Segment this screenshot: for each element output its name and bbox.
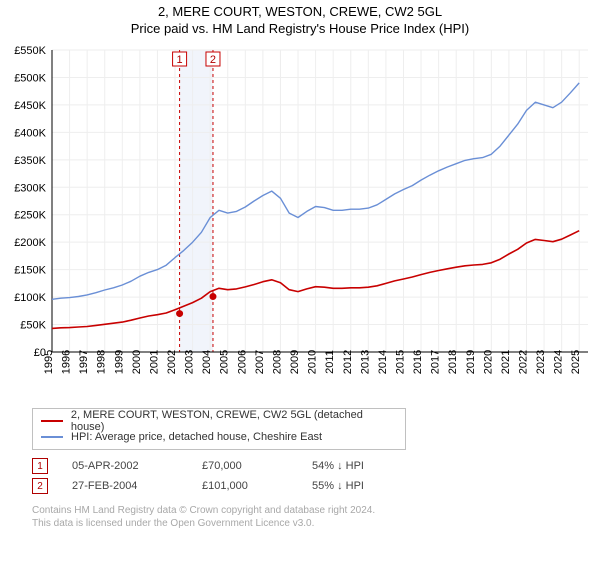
svg-text:2015: 2015 bbox=[394, 350, 406, 374]
svg-text:2024: 2024 bbox=[553, 350, 565, 374]
svg-text:£200K: £200K bbox=[14, 237, 46, 249]
svg-text:1996: 1996 bbox=[61, 350, 73, 374]
svg-text:2014: 2014 bbox=[377, 350, 389, 374]
footer: Contains HM Land Registry data © Crown c… bbox=[32, 504, 600, 530]
legend-label: 2, MERE COURT, WESTON, CREWE, CW2 5GL (d… bbox=[71, 409, 397, 433]
price-chart: £0£50K£100K£150K£200K£250K£300K£350K£400… bbox=[0, 42, 600, 402]
svg-text:2001: 2001 bbox=[148, 350, 160, 374]
svg-text:2025: 2025 bbox=[570, 350, 582, 374]
svg-text:2020: 2020 bbox=[482, 350, 494, 374]
svg-text:£100K: £100K bbox=[14, 292, 46, 304]
svg-text:2010: 2010 bbox=[307, 350, 319, 374]
svg-text:2021: 2021 bbox=[500, 350, 512, 374]
page-title: 2, MERE COURT, WESTON, CREWE, CW2 5GL bbox=[0, 4, 600, 19]
svg-text:2006: 2006 bbox=[236, 350, 248, 374]
svg-text:2017: 2017 bbox=[430, 350, 442, 374]
sale-marker-icon: 1 bbox=[32, 458, 48, 474]
legend: 2, MERE COURT, WESTON, CREWE, CW2 5GL (d… bbox=[32, 408, 406, 450]
table-row: 1 05-APR-2002 £70,000 54% ↓ HPI bbox=[32, 456, 600, 476]
svg-text:2000: 2000 bbox=[131, 350, 143, 374]
page-subtitle: Price paid vs. HM Land Registry's House … bbox=[0, 21, 600, 36]
legend-label: HPI: Average price, detached house, Ches… bbox=[71, 431, 322, 443]
svg-text:2003: 2003 bbox=[184, 350, 196, 374]
svg-text:£550K: £550K bbox=[14, 45, 46, 57]
svg-text:£50K: £50K bbox=[20, 320, 46, 332]
sale-delta: 54% ↓ HPI bbox=[312, 460, 422, 472]
table-row: 2 27-FEB-2004 £101,000 55% ↓ HPI bbox=[32, 476, 600, 496]
svg-text:£150K: £150K bbox=[14, 265, 46, 277]
svg-text:£450K: £450K bbox=[14, 100, 46, 112]
svg-text:2016: 2016 bbox=[412, 350, 424, 374]
sale-date: 05-APR-2002 bbox=[72, 460, 202, 472]
chart-container: £0£50K£100K£150K£200K£250K£300K£350K£400… bbox=[0, 42, 600, 402]
sale-price: £70,000 bbox=[202, 460, 312, 472]
sale-delta: 55% ↓ HPI bbox=[312, 480, 422, 492]
svg-text:1997: 1997 bbox=[78, 350, 90, 374]
svg-text:1999: 1999 bbox=[113, 350, 125, 374]
svg-text:1: 1 bbox=[177, 54, 183, 66]
svg-text:2019: 2019 bbox=[465, 350, 477, 374]
svg-text:2005: 2005 bbox=[219, 350, 231, 374]
svg-text:£400K: £400K bbox=[14, 127, 46, 139]
svg-text:£250K: £250K bbox=[14, 210, 46, 222]
svg-text:2011: 2011 bbox=[324, 350, 336, 374]
svg-text:2009: 2009 bbox=[289, 350, 301, 374]
svg-text:2008: 2008 bbox=[271, 350, 283, 374]
svg-text:2007: 2007 bbox=[254, 350, 266, 374]
legend-swatch bbox=[41, 436, 63, 438]
svg-text:£500K: £500K bbox=[14, 72, 46, 84]
svg-text:2018: 2018 bbox=[447, 350, 459, 374]
svg-text:2022: 2022 bbox=[517, 350, 529, 374]
svg-text:2012: 2012 bbox=[342, 350, 354, 374]
svg-text:1995: 1995 bbox=[43, 350, 55, 374]
footer-licence: This data is licensed under the Open Gov… bbox=[32, 517, 600, 530]
legend-swatch bbox=[41, 420, 63, 422]
svg-text:1998: 1998 bbox=[96, 350, 108, 374]
footer-copyright: Contains HM Land Registry data © Crown c… bbox=[32, 504, 600, 517]
svg-text:2023: 2023 bbox=[535, 350, 547, 374]
legend-item: 2, MERE COURT, WESTON, CREWE, CW2 5GL (d… bbox=[41, 413, 397, 429]
sales-table: 1 05-APR-2002 £70,000 54% ↓ HPI 2 27-FEB… bbox=[32, 456, 600, 496]
svg-text:2002: 2002 bbox=[166, 350, 178, 374]
svg-text:2: 2 bbox=[210, 54, 216, 66]
svg-text:2013: 2013 bbox=[359, 350, 371, 374]
svg-text:£300K: £300K bbox=[14, 182, 46, 194]
sale-price: £101,000 bbox=[202, 480, 312, 492]
svg-text:£350K: £350K bbox=[14, 155, 46, 167]
sale-date: 27-FEB-2004 bbox=[72, 480, 202, 492]
sale-marker-icon: 2 bbox=[32, 478, 48, 494]
svg-text:2004: 2004 bbox=[201, 350, 213, 374]
